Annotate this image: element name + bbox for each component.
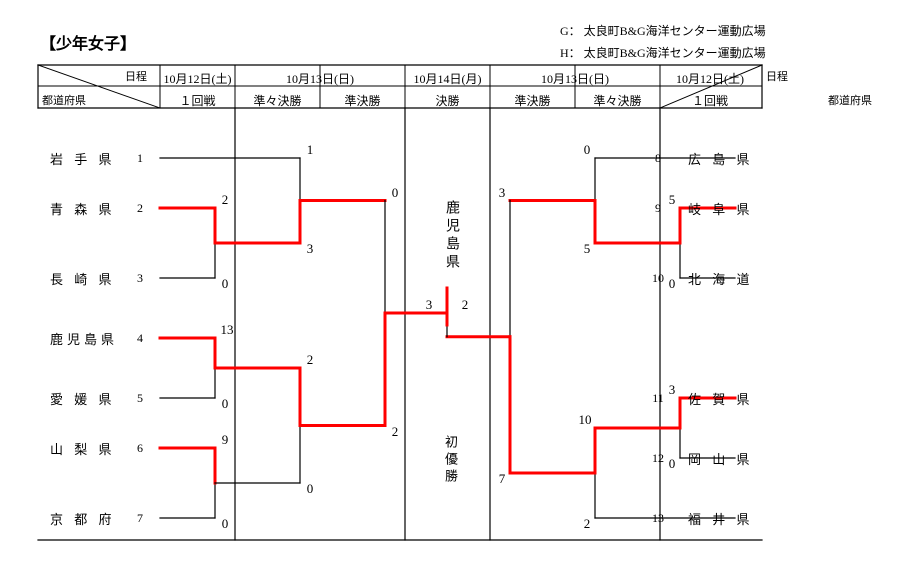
- score-scores-r_qf_a_bot: 5: [577, 241, 597, 257]
- round-qf-right: 準々決勝: [575, 92, 660, 109]
- team-right-4: 岡 山 県: [688, 449, 754, 468]
- score-scores-l_qf_a_bot: 3: [300, 241, 320, 257]
- seed-right-0: 8: [648, 151, 668, 166]
- seed-right-5: 13: [648, 511, 668, 526]
- winner-name: 鹿児島県: [441, 200, 461, 272]
- score-scores-r_r1_b_top: 3: [662, 382, 682, 398]
- score-scores-l_sf_bot: 2: [385, 424, 405, 440]
- seed-left-6: 7: [130, 511, 150, 526]
- round-final: 決勝: [405, 92, 490, 109]
- venue-h: H： 太良町B&G海洋センター運動広場: [560, 44, 766, 61]
- round-sf-left: 準決勝: [320, 92, 405, 109]
- team-right-3: 佐 賀 県: [688, 389, 754, 408]
- score-scores-f_left: 3: [419, 297, 439, 313]
- score-scores-l_qf_b_bot: 0: [300, 481, 320, 497]
- team-left-3: 鹿児島県: [50, 329, 118, 348]
- seed-left-1: 2: [130, 201, 150, 216]
- score-scores-l_r1_c_top: 9: [215, 432, 235, 448]
- team-left-5: 山 梨 県: [50, 439, 116, 458]
- seed-left-0: 1: [130, 151, 150, 166]
- date-d2-right: 10月13日(日): [490, 70, 660, 87]
- round-qf-left: 準々決勝: [235, 92, 320, 109]
- venue-g: G： 太良町B&G海洋センター運動広場: [560, 22, 766, 39]
- score-scores-l_r1_a_top: 2: [215, 192, 235, 208]
- team-right-2: 北 海 道: [688, 269, 754, 288]
- winner-note: 初優勝: [441, 435, 460, 486]
- score-scores-r_r1_a_top: 5: [662, 192, 682, 208]
- seed-left-3: 4: [130, 331, 150, 346]
- team-left-6: 京 都 府: [50, 509, 116, 528]
- score-scores-l_qf_a_top: 1: [300, 142, 320, 158]
- score-scores-r_sf_top: 3: [492, 185, 512, 201]
- hdr-diag-left-bot: 都道府県: [42, 92, 86, 108]
- seed-left-2: 3: [130, 271, 150, 286]
- score-scores-l_r1_c_bot: 0: [215, 516, 235, 532]
- date-final: 10月14日(月): [405, 70, 490, 87]
- seed-left-4: 5: [130, 391, 150, 406]
- round-r1-right: １回戦: [660, 92, 760, 109]
- hdr-diag-left-top: 日程: [125, 68, 147, 84]
- category-title: 【少年女子】: [40, 30, 136, 54]
- score-scores-r_qf_b_bot: 2: [577, 516, 597, 532]
- score-scores-l_qf_b_top: 2: [300, 352, 320, 368]
- round-sf-right: 準決勝: [490, 92, 575, 109]
- team-left-4: 愛 媛 県: [50, 389, 116, 408]
- date-r1-right: 10月12日(土): [660, 70, 760, 87]
- round-r1-left: １回戦: [160, 92, 235, 109]
- date-r1-left: 10月12日(土): [160, 70, 235, 87]
- score-scores-r_sf_bot: 7: [492, 471, 512, 487]
- score-scores-r_qf_b_top: 10: [575, 412, 595, 428]
- hdr-diag-right-bot: 都道府県: [828, 92, 872, 108]
- team-right-1: 岐 阜 県: [688, 199, 754, 218]
- team-left-2: 長 崎 県: [50, 269, 116, 288]
- team-left-1: 青 森 県: [50, 199, 116, 218]
- score-scores-r_r1_b_bot: 0: [662, 456, 682, 472]
- score-scores-r_qf_a_top: 0: [577, 142, 597, 158]
- score-scores-l_sf_top: 0: [385, 185, 405, 201]
- date-d2-left: 10月13日(日): [235, 70, 405, 87]
- score-scores-l_r1_a_bot: 0: [215, 276, 235, 292]
- score-scores-l_r1_b_top: 13: [217, 322, 237, 338]
- score-scores-r_r1_a_bot: 0: [662, 276, 682, 292]
- team-right-0: 広 島 県: [688, 149, 754, 168]
- team-right-5: 福 井 県: [688, 509, 754, 528]
- hdr-diag-right-top: 日程: [766, 68, 788, 84]
- score-scores-l_r1_b_bot: 0: [215, 396, 235, 412]
- team-left-0: 岩 手 県: [50, 149, 116, 168]
- score-scores-f_right: 2: [455, 297, 475, 313]
- seed-left-5: 6: [130, 441, 150, 456]
